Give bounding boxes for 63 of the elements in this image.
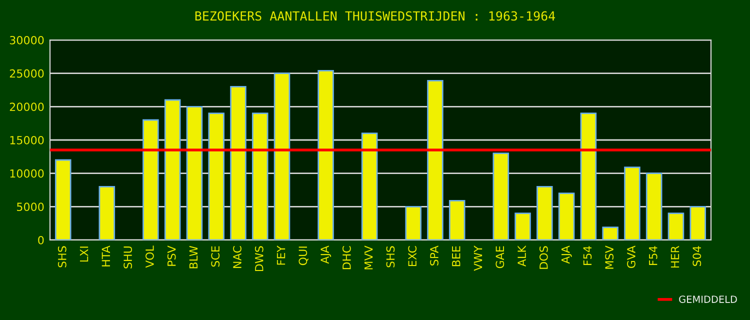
x-tick-label: F54: [649, 246, 658, 265]
x-tick-label: DHC: [342, 246, 351, 270]
bar: [361, 132, 378, 240]
bar: [514, 212, 531, 240]
bar: [230, 86, 246, 240]
bar: [602, 226, 618, 240]
x-tick-label: AJA: [562, 246, 572, 264]
bar: [448, 200, 466, 240]
y-tick-label: 15000: [10, 136, 44, 144]
x-tick-label: LXI: [80, 246, 88, 262]
bar: [492, 152, 510, 240]
y-tick-label: 0: [38, 236, 44, 244]
y-tick-label: 25000: [10, 69, 44, 78]
x-tick-label: GAE: [496, 246, 504, 268]
x-tick-label: GVA: [627, 246, 636, 268]
legend-label: GEMIDDELD: [679, 296, 737, 303]
bar: [318, 70, 334, 240]
bar: [252, 112, 268, 240]
bar: [405, 206, 422, 240]
x-tick-label: F54: [583, 246, 592, 265]
y-tick-label: 10000: [10, 169, 44, 178]
x-tick-label: PSV: [167, 246, 176, 266]
x-tick-label: AJA: [320, 246, 332, 264]
x-tick-label: S04: [692, 246, 702, 266]
bar: [690, 206, 706, 240]
bar: [668, 212, 684, 240]
x-tick-label: BEE: [452, 246, 460, 266]
x-tick-label: SHU: [124, 246, 132, 268]
x-tick-label: QUI: [298, 246, 308, 266]
x-tick-label: SHS: [58, 246, 66, 268]
bar: [186, 106, 203, 240]
x-tick-label: HTA: [102, 246, 110, 266]
x-tick-label: DOS: [539, 246, 548, 269]
x-tick-label: MSV: [605, 246, 614, 269]
bar: [536, 186, 553, 240]
x-tick-label: VWY: [474, 246, 482, 271]
x-tick-label: NAC: [233, 246, 242, 268]
x-tick-label: SCE: [211, 246, 220, 267]
x-tick-label: VOL: [146, 246, 154, 268]
bar: [624, 166, 640, 240]
bar: [54, 159, 72, 240]
y-tick-label: 20000: [10, 102, 44, 112]
x-tick-label: BLW: [189, 246, 198, 268]
bar: [164, 99, 181, 240]
x-tick-label: ALK: [518, 245, 526, 267]
bar: [142, 119, 159, 240]
x-tick-label: MVV: [364, 246, 373, 270]
x-tick-label: SHS: [386, 246, 395, 268]
bar: [558, 192, 575, 240]
bar: [427, 80, 444, 240]
x-tick-label: SPA: [430, 246, 438, 266]
x-tick-label: EXC: [408, 246, 417, 266]
x-tick-label: DWS: [254, 246, 264, 272]
bar: [274, 72, 290, 240]
x-tick-label: FEY: [276, 246, 286, 265]
bar: [98, 186, 116, 240]
bar: [580, 112, 597, 240]
bar: [646, 172, 662, 240]
y-tick-label: 5000: [17, 202, 44, 212]
x-tick-label: HER: [670, 246, 680, 268]
bar: [208, 112, 224, 240]
y-tick-label: 30000: [10, 36, 44, 44]
chart-title: BEZOEKERS AANTALLEN THUISWEDSTRIJDEN : 1963-1964: [195, 11, 556, 21]
